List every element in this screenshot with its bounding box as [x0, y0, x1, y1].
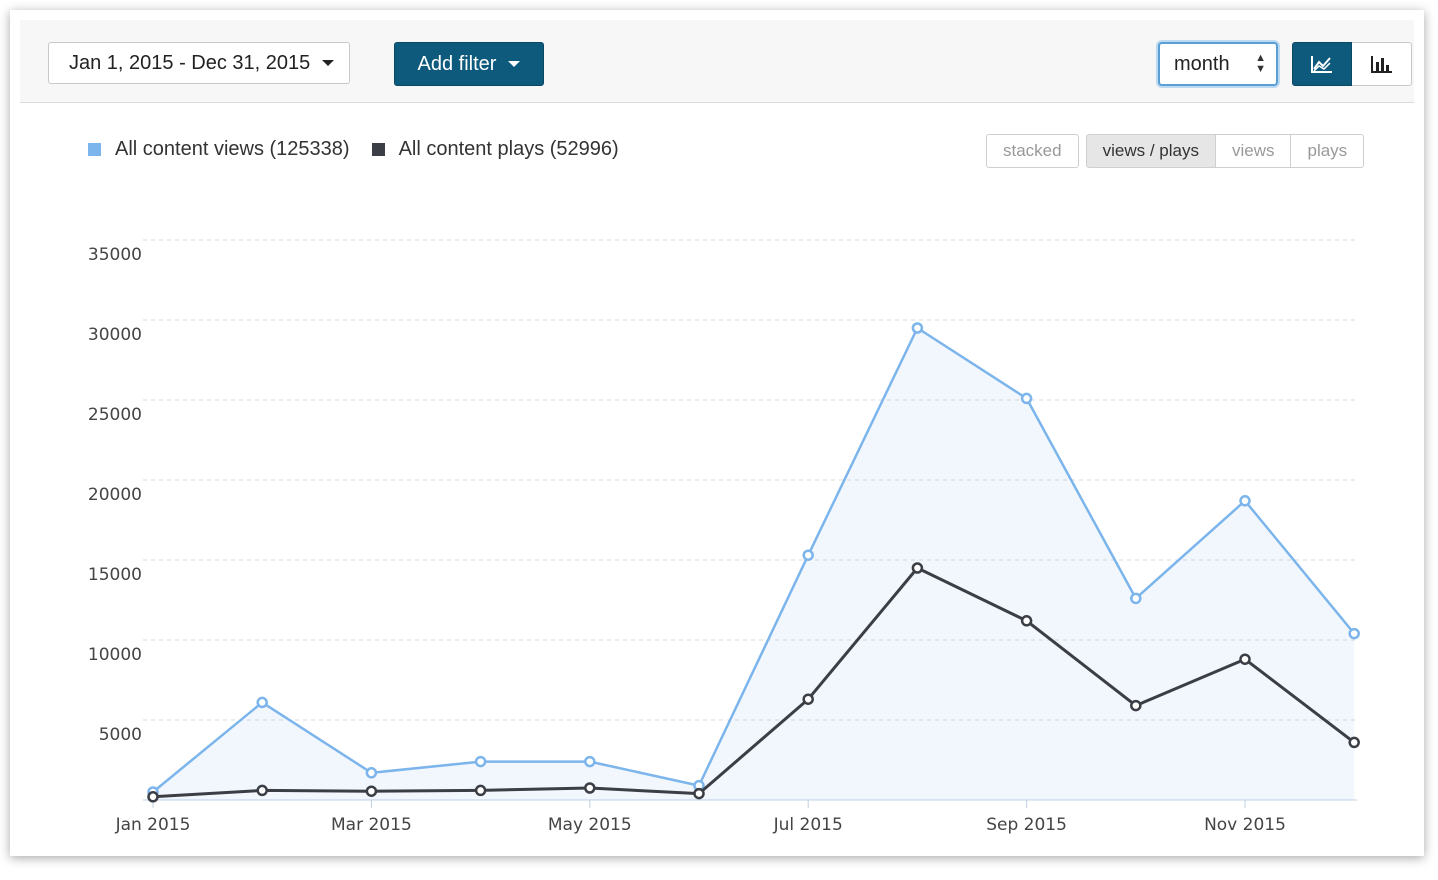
data-point-plays — [474, 784, 487, 797]
period-select[interactable]: month ▲ ▼ — [1158, 42, 1278, 86]
data-point-plays — [693, 787, 705, 800]
series-line-views — [152, 326, 1356, 793]
y-tick-label: 10000 — [88, 645, 142, 665]
select-arrows-icon: ▲ ▼ — [1255, 52, 1266, 75]
line-chart: 5000 10000 15000 20000 25000 30000 35000 Jan 20… — [88, 239, 1360, 835]
data-point-plays — [1130, 699, 1142, 712]
views-swatch — [88, 143, 101, 156]
data-point-plays — [1348, 736, 1360, 749]
mode-stacked-button[interactable]: stacked — [986, 134, 1079, 168]
x-tick-label: Jul 2015 — [773, 815, 843, 835]
x-tick-label: Sep 2015 — [986, 815, 1067, 835]
caret-down-icon — [322, 60, 335, 66]
x-tick-label: Nov 2015 — [1204, 815, 1286, 835]
data-point-views — [802, 549, 814, 561]
legend-item-views[interactable]: All content views (125338) — [88, 138, 350, 161]
date-range-picker[interactable]: Jan 1, 2015 - Dec 31, 2015 — [48, 42, 350, 84]
add-filter-button[interactable]: Add filter — [394, 42, 544, 86]
data-point-views — [256, 696, 268, 709]
date-range-label: Jan 1, 2015 - Dec 31, 2015 — [69, 51, 311, 74]
plays-swatch — [371, 143, 385, 156]
y-tick-label: 5000 — [99, 725, 142, 745]
data-point-plays — [256, 784, 268, 797]
data-point-plays — [1020, 615, 1033, 627]
data-point-views — [474, 755, 487, 768]
series-area-views — [153, 328, 1355, 800]
legend-item-plays[interactable]: All content plays (52996) — [371, 138, 619, 161]
data-point-plays — [1239, 653, 1251, 665]
display-mode-group: stacked views / plays views plays — [986, 134, 1365, 168]
y-tick-label: 15000 — [88, 565, 142, 585]
toolbar: Jan 1, 2015 - Dec 31, 2015 Add filter mo… — [20, 20, 1414, 103]
caret-down-icon — [508, 61, 521, 67]
bar-chart-button[interactable] — [1352, 42, 1412, 86]
line-chart-icon — [1311, 56, 1332, 73]
x-tick-label: Mar 2015 — [331, 815, 412, 835]
bar-chart-icon — [1370, 56, 1392, 73]
add-filter-label: Add filter — [417, 52, 497, 75]
data-point-views — [365, 767, 378, 779]
x-tick-label: Jan 2015 — [115, 815, 191, 835]
y-tick-label: 35000 — [88, 245, 142, 265]
y-tick-label: 25000 — [88, 405, 142, 425]
series-line-plays — [152, 566, 1356, 799]
x-tick-label: May 2015 — [548, 815, 632, 835]
data-point-views — [911, 322, 924, 334]
mode-views-plays-button[interactable]: views / plays — [1085, 134, 1216, 168]
data-point-views — [1348, 627, 1360, 640]
data-point-plays — [147, 791, 159, 803]
data-point-views — [1130, 592, 1142, 605]
mode-plays-button[interactable]: plays — [1291, 134, 1365, 168]
data-point-plays — [802, 693, 814, 705]
line-chart-button[interactable] — [1292, 42, 1352, 86]
chart-legend: All content views (125338) All content p… — [88, 138, 641, 161]
legend-label-views: All content views (125338) — [115, 138, 350, 160]
chart-type-toggle — [1292, 42, 1412, 86]
data-point-plays — [911, 562, 924, 574]
report-panel: Jan 1, 2015 - Dec 31, 2015 Add filter mo… — [10, 10, 1424, 856]
y-tick-label: 20000 — [88, 485, 142, 505]
data-point-plays — [584, 782, 596, 794]
y-tick-label: 30000 — [88, 325, 142, 345]
legend-label-plays: All content plays (52996) — [398, 138, 619, 160]
data-point-views — [1239, 495, 1251, 507]
data-point-views — [584, 755, 596, 768]
data-point-views — [1020, 392, 1033, 405]
data-point-plays — [365, 785, 378, 797]
period-value: month — [1174, 52, 1230, 75]
mode-views-button[interactable]: views — [1215, 134, 1292, 168]
